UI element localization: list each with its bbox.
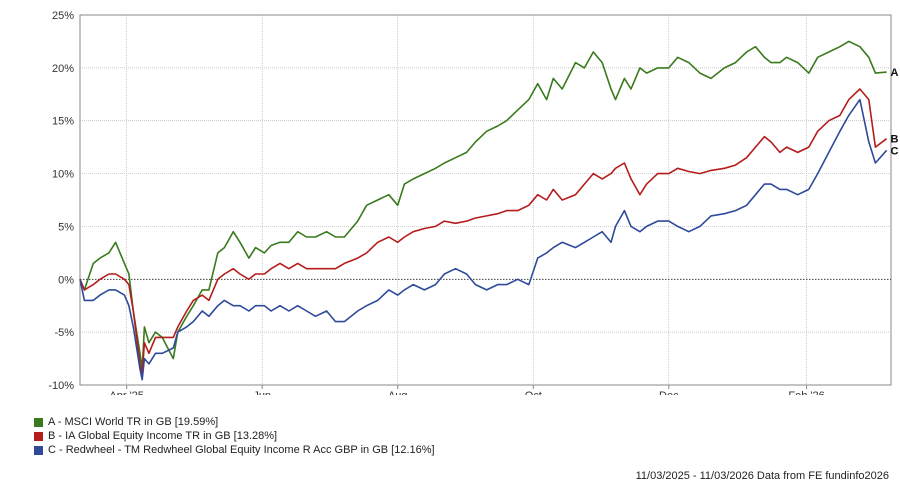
legend-label-c: C - Redwheel - TM Redwheel Global Equity…: [48, 444, 435, 456]
y-tick-label: 15%: [52, 116, 74, 128]
x-tick-label: Dec: [659, 390, 679, 395]
legend-swatch-a: [34, 417, 43, 427]
legend-label-a: A - MSCI World TR in GB [19.59%]: [48, 416, 219, 428]
y-tick-label: 20%: [52, 63, 74, 75]
x-axis: Apr '25 Jun Aug Oct Dec Feb '26: [109, 385, 825, 395]
y-tick-label: 10%: [52, 169, 74, 181]
series-line-b: [79, 88, 888, 376]
legend: A - MSCI World TR in GB [19.59%] B - IA …: [34, 415, 435, 457]
plot-area: [79, 14, 892, 386]
legend-swatch-c: [34, 445, 43, 455]
legend-swatch-b: [34, 431, 43, 441]
end-label-b: B: [891, 134, 899, 146]
y-tick-label: -5%: [54, 327, 74, 339]
series-line-a: [79, 40, 887, 370]
y-tick-label: -10%: [48, 380, 74, 392]
y-tick-label: 25%: [52, 10, 74, 22]
end-label-a: A: [891, 67, 899, 79]
legend-label-b: B - IA Global Equity Income TR in GB [13…: [48, 430, 278, 442]
performance-line-chart: -10% -5% 0% 5% 10% 15% 20% 25% Apr '25 Jun Aug Oct…: [48, 10, 899, 395]
legend-item-b: B - IA Global Equity Income TR in GB [13…: [34, 429, 435, 443]
x-tick-label: Jun: [253, 390, 271, 395]
series-line-c: [79, 98, 888, 381]
x-tick-label: Aug: [388, 390, 408, 395]
x-tick-label: Oct: [525, 390, 542, 395]
footer-date-range: 11/03/2025 - 11/03/2026 Data from FE fun…: [635, 470, 889, 482]
end-label-c: C: [891, 145, 899, 157]
legend-item-c: C - Redwheel - TM Redwheel Global Equity…: [34, 443, 435, 457]
series-lines: [79, 40, 888, 381]
y-axis: -10% -5% 0% 5% 10% 15% 20% 25%: [48, 10, 74, 392]
x-tick-label: Feb '26: [788, 390, 824, 395]
y-tick-label: 5%: [58, 221, 74, 233]
x-tick-label: Apr '25: [109, 390, 144, 395]
legend-item-a: A - MSCI World TR in GB [19.59%]: [34, 415, 435, 429]
y-tick-label: 0%: [58, 274, 74, 286]
end-labels: A BC: [891, 67, 899, 157]
